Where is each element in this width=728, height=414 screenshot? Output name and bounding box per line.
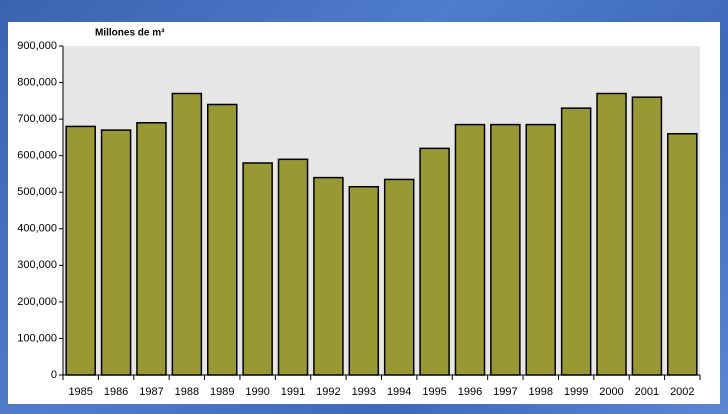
y-tick-label: 400,000 bbox=[17, 223, 57, 235]
bar bbox=[136, 122, 167, 376]
chart-title: Millones de m³ bbox=[95, 28, 165, 39]
x-tick-label: 1998 bbox=[529, 386, 553, 398]
bar bbox=[313, 176, 344, 376]
x-tick-label: 1992 bbox=[316, 386, 340, 398]
bar bbox=[454, 123, 486, 376]
bar bbox=[171, 92, 203, 376]
x-tick-label: 1999 bbox=[564, 386, 588, 398]
y-tick-label: 200,000 bbox=[17, 296, 57, 308]
bar bbox=[65, 125, 96, 376]
x-tick-label: 1993 bbox=[352, 386, 376, 398]
y-tick-label: 100,000 bbox=[17, 332, 57, 344]
bar bbox=[206, 103, 238, 376]
x-tick-label: 1997 bbox=[493, 386, 517, 398]
x-tick-label: 1996 bbox=[458, 386, 482, 398]
x-tick-label: 1995 bbox=[422, 386, 446, 398]
y-tick-label: 300,000 bbox=[17, 259, 57, 271]
bar bbox=[525, 123, 557, 376]
y-tick-label: 800,000 bbox=[17, 76, 57, 88]
bar bbox=[348, 185, 380, 376]
plot-background bbox=[63, 46, 700, 375]
x-tick-label: 1986 bbox=[104, 386, 128, 398]
x-tick-label: 1985 bbox=[68, 386, 92, 398]
x-tick-label: 1987 bbox=[139, 386, 163, 398]
y-tick-label: 500,000 bbox=[17, 186, 57, 198]
bar bbox=[100, 129, 132, 376]
bar bbox=[596, 92, 627, 376]
bar bbox=[419, 147, 450, 376]
x-tick-label: 2000 bbox=[599, 386, 623, 398]
x-tick-label: 1991 bbox=[281, 386, 305, 398]
x-tick-label: 2001 bbox=[635, 386, 659, 398]
bar bbox=[560, 107, 592, 376]
bar bbox=[490, 123, 521, 376]
x-tick-label: 1990 bbox=[245, 386, 269, 398]
x-tick-label: 1994 bbox=[387, 386, 411, 398]
y-tick-label: 600,000 bbox=[17, 150, 57, 162]
y-tick-label: 0 bbox=[51, 369, 57, 381]
y-tick-label: 700,000 bbox=[17, 113, 57, 125]
bar bbox=[242, 162, 273, 376]
y-tick-label: 900,000 bbox=[17, 40, 57, 52]
bar bbox=[277, 158, 309, 376]
bar bbox=[383, 178, 415, 376]
x-tick-label: 1988 bbox=[175, 386, 199, 398]
x-tick-label: 1989 bbox=[210, 386, 234, 398]
bar bbox=[667, 132, 698, 376]
x-tick-label: 2002 bbox=[670, 386, 694, 398]
bar bbox=[631, 96, 663, 376]
